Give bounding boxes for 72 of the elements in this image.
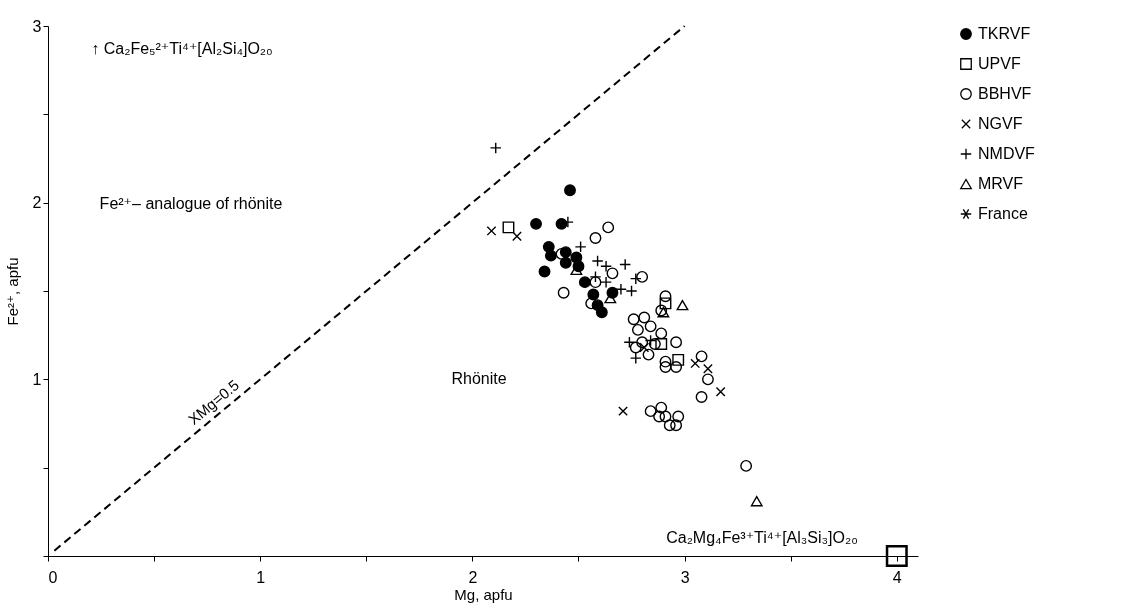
point [530, 217, 542, 230]
point [636, 270, 649, 283]
legend-label: NMDVF [978, 145, 1036, 162]
point [625, 285, 638, 297]
point [638, 311, 651, 324]
point [659, 297, 672, 310]
point [740, 459, 753, 472]
point [559, 256, 572, 269]
legend-label: France [978, 205, 1028, 222]
legend-label: NGVF [978, 115, 1023, 132]
point [644, 320, 657, 333]
point [618, 406, 628, 417]
x-tick-label: 1 [256, 568, 266, 586]
point [619, 258, 632, 271]
x-tick-label: 2 [468, 568, 478, 586]
point [644, 405, 657, 418]
point [701, 373, 714, 386]
legend-label: MRVF [978, 175, 1024, 192]
point [589, 232, 602, 244]
point [648, 338, 661, 350]
point [655, 327, 668, 340]
y-axis-title: Fe²⁺, apfu [3, 257, 21, 326]
point [502, 221, 515, 234]
y-tick-label: 2 [32, 194, 42, 212]
point [602, 221, 615, 234]
annotation: Fe²⁺– analogue of rhönite [99, 195, 283, 212]
point [627, 313, 640, 326]
point [672, 353, 685, 366]
point [715, 386, 726, 397]
point [512, 231, 522, 242]
point [578, 276, 591, 289]
legend-label: TKRVF [978, 25, 1031, 42]
point [653, 410, 666, 423]
point [659, 361, 672, 373]
point [670, 336, 683, 349]
point [629, 341, 642, 354]
point [703, 363, 713, 374]
point [642, 348, 655, 361]
point [631, 323, 644, 336]
x-tick-label: 0 [48, 568, 58, 586]
point [695, 391, 708, 403]
point [676, 299, 689, 311]
point [544, 249, 557, 262]
x-tick-label: 4 [892, 568, 902, 586]
point [659, 355, 672, 368]
y-tick-label: 1 [32, 370, 42, 388]
point [595, 306, 608, 319]
point [670, 361, 683, 373]
annotation: Ca₂Mg₄Fe³⁺Ti⁴⁺[Al₃Si₃]O₂₀ [666, 529, 858, 546]
point [655, 338, 668, 350]
point [659, 290, 672, 303]
point [538, 265, 551, 278]
point [690, 358, 701, 369]
point [659, 410, 672, 423]
point [663, 419, 676, 432]
x-axis-title: Mg, apfu [454, 585, 513, 603]
point [750, 495, 763, 507]
point [672, 410, 685, 423]
point [564, 184, 576, 197]
point [606, 267, 619, 280]
point [695, 350, 708, 363]
point [486, 226, 497, 236]
point [670, 419, 683, 432]
x-tick-label: 3 [680, 568, 690, 586]
point [655, 401, 668, 414]
legend-label: BBHVF [978, 85, 1032, 102]
annotation: ↑ Ca₂Fe₅²⁺Ti⁴⁺[Al₂Si₄]O₂₀ [91, 40, 273, 57]
legend-label: UPVF [978, 55, 1021, 72]
y-tick-label: 3 [32, 17, 42, 35]
point [885, 545, 908, 567]
point [557, 286, 570, 299]
annotation: Rhönite [451, 370, 507, 387]
